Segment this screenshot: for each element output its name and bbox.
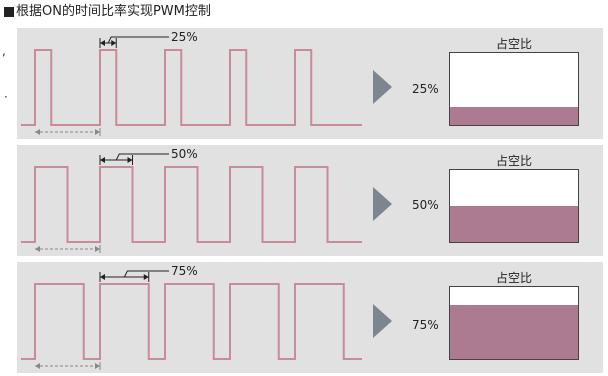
on-marker-arrowhead-right-3	[143, 274, 149, 280]
gauge-value-label-1: 25%	[412, 82, 439, 96]
duty-gauge-1	[449, 52, 579, 126]
gauge-title-2: 占空比	[495, 154, 532, 168]
on-marker-arrowhead-left-3	[100, 274, 105, 280]
on-marker-arrowhead-left-2	[100, 157, 105, 163]
waveform-line-2	[21, 166, 362, 243]
pwm-waveform-1: 25%	[21, 30, 392, 136]
period-arrowhead-right-2	[95, 246, 100, 252]
waveform-line-3	[21, 283, 362, 360]
pwm-waveform-3: 75%	[21, 264, 392, 370]
duty-label-2: 50%	[171, 147, 198, 161]
pwm-panel-3: 75% 75% 占空比	[17, 262, 603, 373]
on-marker-leader-2	[115, 153, 169, 161]
gauge-value-label-3: 75%	[412, 318, 439, 332]
side-mark-dot: ·	[4, 90, 8, 104]
title-bullet-icon	[4, 7, 14, 17]
period-arrowhead-left-1	[35, 129, 40, 135]
on-marker-leader-3	[123, 270, 169, 278]
period-arrowhead-left-2	[35, 246, 40, 252]
gauge-title-3: 占空比	[495, 271, 532, 285]
duty-label-1: 25%	[171, 30, 198, 44]
page-title-text: 根据ON的时间比率实现PWM控制	[16, 4, 211, 19]
pwm-panel-1: 25% 25% 占空比	[17, 28, 603, 139]
gauge-title-1: 占空比	[495, 37, 532, 51]
on-marker-arrowhead-right-1	[111, 40, 117, 46]
side-mark-comma: ,	[2, 44, 6, 58]
pwm-panel-2: 50% 50% 占空比	[17, 145, 603, 256]
period-arrowhead-right-1	[95, 129, 100, 135]
pwm-waveform-2: 50%	[21, 147, 392, 253]
on-marker-leader-1	[107, 36, 169, 44]
on-marker-arrowhead-left-1	[100, 40, 105, 46]
duty-gauge-3	[449, 286, 579, 360]
transform-arrow-icon-1	[373, 70, 392, 104]
duty-gauge-fill-1	[450, 107, 578, 125]
duty-gauge-2	[449, 169, 579, 243]
period-arrowhead-left-3	[35, 363, 40, 369]
gauge-value-label-2: 50%	[412, 198, 439, 212]
waveform-line-1	[21, 49, 362, 126]
duty-label-3: 75%	[171, 264, 198, 278]
duty-gauge-fill-3	[450, 305, 578, 359]
transform-arrow-icon-2	[373, 187, 392, 221]
period-arrowhead-right-3	[95, 363, 100, 369]
duty-gauge-fill-2	[450, 206, 578, 242]
on-marker-arrowhead-right-2	[127, 157, 133, 163]
transform-arrow-icon-3	[373, 304, 392, 338]
